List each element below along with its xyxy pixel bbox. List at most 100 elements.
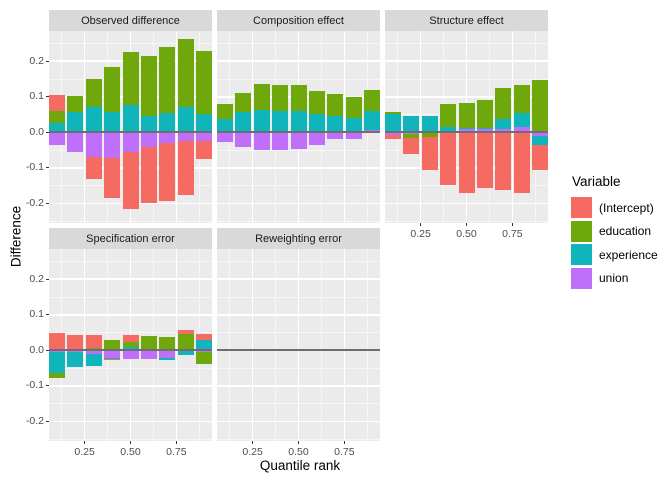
bar-segment-intercept: [195, 334, 212, 341]
bar-segment-union: [85, 132, 102, 157]
gridline-major-v: [297, 249, 300, 441]
bar-segment-union: [458, 128, 475, 133]
legend-item-label: (Intercept): [599, 200, 654, 215]
legend-swatch: [571, 244, 592, 265]
bar-segment-education: [421, 133, 438, 138]
facet-panel: [49, 31, 212, 223]
bar-segment-union: [140, 350, 157, 360]
bar-segment-intercept: [421, 137, 438, 171]
gridline-minor-v: [320, 249, 322, 441]
bar-segment-intercept: [85, 156, 102, 179]
bar-segment-education: [217, 103, 234, 120]
bar-segment-union: [122, 350, 139, 360]
bar-segment-intercept: [458, 132, 475, 194]
y-tick-mark: [46, 60, 49, 62]
facet-strip-label: Reweighting error: [255, 232, 342, 245]
bar-segment-union: [531, 132, 548, 137]
bar-segment-intercept: [49, 332, 66, 351]
bar-segment-intercept: [104, 358, 121, 361]
x-tick-label: 0.75: [334, 446, 355, 458]
bar-segment-education: [177, 38, 194, 107]
bar-segment-union: [513, 126, 530, 133]
x-tick-label: 0.75: [502, 228, 523, 240]
y-tick-mark: [46, 202, 49, 204]
y-tick-mark: [46, 349, 49, 351]
bar-segment-experience: [67, 111, 84, 133]
bar-segment-experience: [104, 111, 121, 133]
bar-segment-experience: [476, 128, 493, 129]
bar-segment-experience: [421, 115, 438, 133]
bar-segment-experience: [458, 127, 475, 129]
bar-segment-union: [235, 132, 252, 147]
bar-segment-union: [159, 350, 176, 359]
bar-segment-union: [49, 132, 66, 146]
bar-segment-education: [177, 334, 194, 351]
bar-segment-experience: [327, 116, 344, 133]
bar-segment-union: [385, 132, 402, 136]
zero-reference-line: [217, 349, 380, 352]
y-tick-mark: [46, 96, 49, 98]
x-tick-mark: [511, 223, 513, 226]
zero-reference-line: [385, 131, 548, 134]
facet-panel: [385, 31, 548, 223]
y-tick-mark: [46, 314, 49, 316]
bar-segment-intercept: [531, 144, 548, 171]
x-tick-label: 0.25: [410, 228, 431, 240]
bar-segment-intercept: [495, 132, 512, 191]
bar-segment-education: [85, 348, 102, 351]
bar-segment-education: [104, 339, 121, 351]
bar-segment-union: [104, 350, 121, 359]
x-tick-mark: [252, 441, 254, 444]
y-tick-label: 0.1: [29, 90, 44, 103]
gridline-major-v: [83, 31, 86, 223]
y-tick-label: 0.0: [29, 125, 44, 138]
legend-item-label: union: [599, 271, 629, 285]
bar-segment-intercept: [140, 146, 157, 203]
gridline-minor-v: [275, 249, 277, 441]
bar-segment-experience: [272, 110, 289, 133]
x-tick-mark: [130, 441, 131, 444]
bar-segment-experience: [177, 351, 194, 355]
bar-segment-union: [159, 132, 176, 143]
bar-segment-experience: [345, 118, 362, 133]
bar-segment-intercept: [67, 335, 84, 351]
bar-segment-education: [345, 97, 362, 119]
bar-segment-experience: [140, 116, 157, 133]
bar-segment-education: [327, 94, 344, 117]
bar-segment-experience: [49, 352, 66, 374]
bar-segment-education: [272, 84, 289, 111]
y-tick-label: 0.1: [29, 308, 44, 321]
gridline-major-v: [343, 31, 346, 223]
bar-segment-experience: [104, 358, 121, 359]
legend-swatch: [571, 267, 592, 289]
legend: Variable (Intercept) education experience u…: [563, 174, 668, 291]
bar-segment-intercept: [122, 335, 139, 343]
facet-strip-label: Composition effect: [253, 14, 344, 27]
y-tick-label: -0.2: [25, 196, 44, 209]
zero-reference-line: [49, 349, 212, 352]
bar-segment-intercept: [159, 143, 176, 201]
facet-strip: Specification error: [49, 228, 212, 249]
zero-reference-line: [217, 131, 380, 134]
x-tick-mark: [420, 223, 422, 226]
y-tick-label: 0.0: [29, 343, 44, 356]
bar-segment-intercept: [195, 140, 212, 159]
bar-segment-union: [140, 132, 157, 147]
bar-segment-education: [85, 79, 102, 108]
bar-segment-education: [159, 337, 176, 351]
bar-segment-intercept: [403, 138, 420, 155]
bar-segment-union: [272, 132, 289, 151]
y-tick-label: -0.1: [25, 161, 44, 174]
bar-segment-union: [476, 128, 493, 133]
bar-segment-experience: [85, 107, 102, 133]
y-tick-label: 0.2: [29, 54, 44, 67]
bar-segment-education: [122, 52, 139, 105]
bar-segment-education: [195, 352, 212, 364]
bar-segment-experience: [85, 353, 102, 367]
bar-segment-intercept: [177, 140, 194, 196]
bar-segment-intercept: [440, 132, 457, 185]
x-tick-label: 0.75: [166, 446, 187, 458]
gridline-major-v: [83, 249, 86, 441]
x-axis-title: Quantile rank: [259, 458, 341, 473]
bar-segment-experience: [385, 113, 402, 133]
